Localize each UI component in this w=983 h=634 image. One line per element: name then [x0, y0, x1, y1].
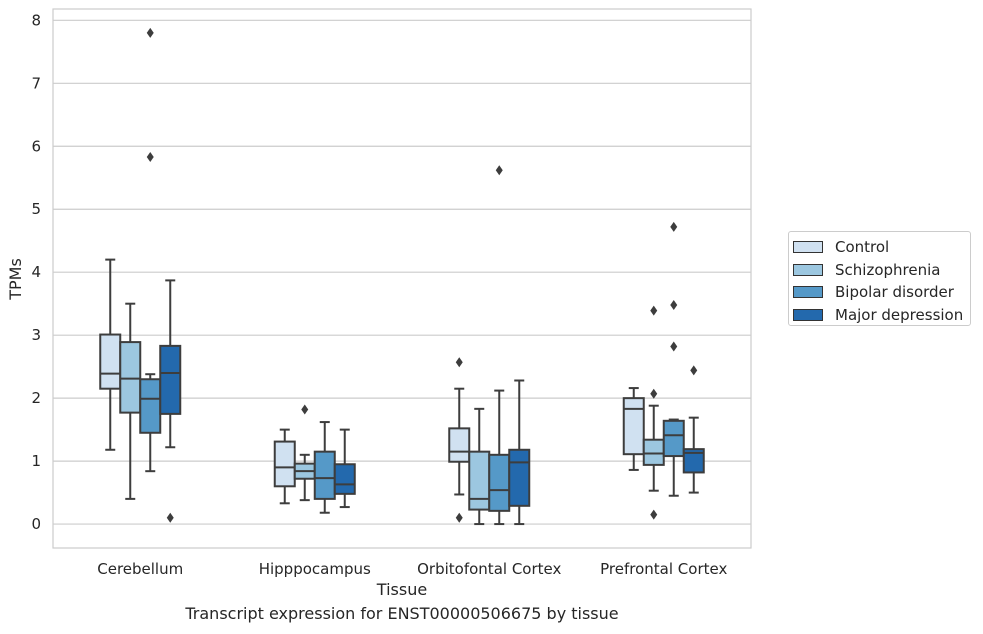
- legend-item: Schizophrenia: [793, 259, 970, 282]
- outlier-point: [690, 365, 698, 376]
- box: [139, 378, 162, 434]
- box-group: [682, 365, 705, 494]
- outlier-point: [670, 221, 678, 232]
- box-group: [662, 221, 685, 497]
- box-group: [139, 27, 162, 473]
- legend-item: Control: [793, 236, 970, 259]
- box-group: [448, 357, 471, 523]
- chart-caption: Transcript expression for ENST0000050667…: [185, 604, 619, 623]
- y-tick-label: 2: [31, 389, 41, 407]
- legend-label: Control: [835, 238, 890, 257]
- box: [159, 344, 182, 415]
- legend-label: Major depression: [835, 305, 964, 324]
- y-axis-ticks: 0 1 2 3 4 5 6 7 8: [31, 11, 41, 533]
- y-tick-label: 7: [31, 74, 41, 92]
- legend-swatch: [793, 241, 823, 254]
- y-tick-label: 3: [31, 326, 41, 344]
- y-tick-label: 8: [31, 11, 41, 29]
- box: [508, 448, 531, 507]
- box-group: [273, 428, 296, 505]
- box-group: [99, 258, 122, 451]
- box: [682, 448, 705, 474]
- outlier-point: [650, 509, 658, 520]
- x-axis-label: Tissue: [376, 580, 427, 599]
- box: [99, 333, 122, 390]
- box: [313, 450, 336, 500]
- box: [468, 450, 491, 511]
- legend-label: Schizophrenia: [835, 260, 941, 279]
- box-group: [119, 302, 142, 500]
- outlier-point: [670, 299, 678, 310]
- box-group: [293, 404, 316, 502]
- outlier-point: [301, 404, 309, 415]
- outlier-point: [650, 305, 658, 316]
- legend: Control Schizophrenia Bipolar disorder Majo…: [788, 231, 971, 326]
- outlier-point: [670, 341, 678, 352]
- legend-swatch: [793, 263, 823, 276]
- box: [622, 397, 645, 456]
- box-group: [313, 421, 336, 514]
- outlier-point: [455, 512, 463, 523]
- outlier-point: [146, 151, 154, 162]
- y-tick-label: 0: [31, 515, 41, 533]
- box-group: [333, 428, 356, 509]
- box-group: [468, 407, 491, 526]
- box-group: [159, 279, 182, 523]
- x-tick-label: Cerebellum: [97, 560, 183, 578]
- box-group: [622, 387, 645, 471]
- x-axis-ticks: Cerebellum Hipppocampus Orbitofontal Corte…: [97, 560, 727, 578]
- box: [333, 463, 356, 495]
- legend-item: Major depression: [793, 304, 970, 327]
- y-tick-label: 4: [31, 263, 41, 281]
- y-tick-label: 5: [31, 200, 41, 218]
- boxes: [99, 27, 705, 526]
- box: [662, 419, 685, 458]
- y-tick-label: 1: [31, 452, 41, 470]
- legend-swatch: [793, 286, 823, 299]
- box: [642, 438, 665, 466]
- outlier-point: [455, 357, 463, 368]
- box: [273, 440, 296, 488]
- y-tick-label: 6: [31, 137, 41, 155]
- outlier-point: [166, 512, 174, 523]
- legend-swatch: [793, 308, 823, 321]
- plot-frame: [52, 8, 752, 549]
- box-group: [642, 305, 665, 520]
- y-axis-label: TPMs: [6, 258, 25, 301]
- x-tick-label: Orbitofontal Cortex: [417, 560, 561, 578]
- box-group: [508, 379, 531, 526]
- box: [488, 453, 511, 512]
- outlier-point: [650, 388, 658, 399]
- x-tick-label: Hipppocampus: [259, 560, 371, 578]
- box-group: [488, 165, 511, 526]
- legend-item: Bipolar disorder: [793, 281, 970, 304]
- box: [448, 427, 471, 463]
- box: [119, 341, 142, 414]
- outlier-point: [146, 27, 154, 38]
- x-tick-label: Prefrontal Cortex: [600, 560, 727, 578]
- outlier-point: [495, 165, 503, 176]
- legend-label: Bipolar disorder: [835, 283, 954, 302]
